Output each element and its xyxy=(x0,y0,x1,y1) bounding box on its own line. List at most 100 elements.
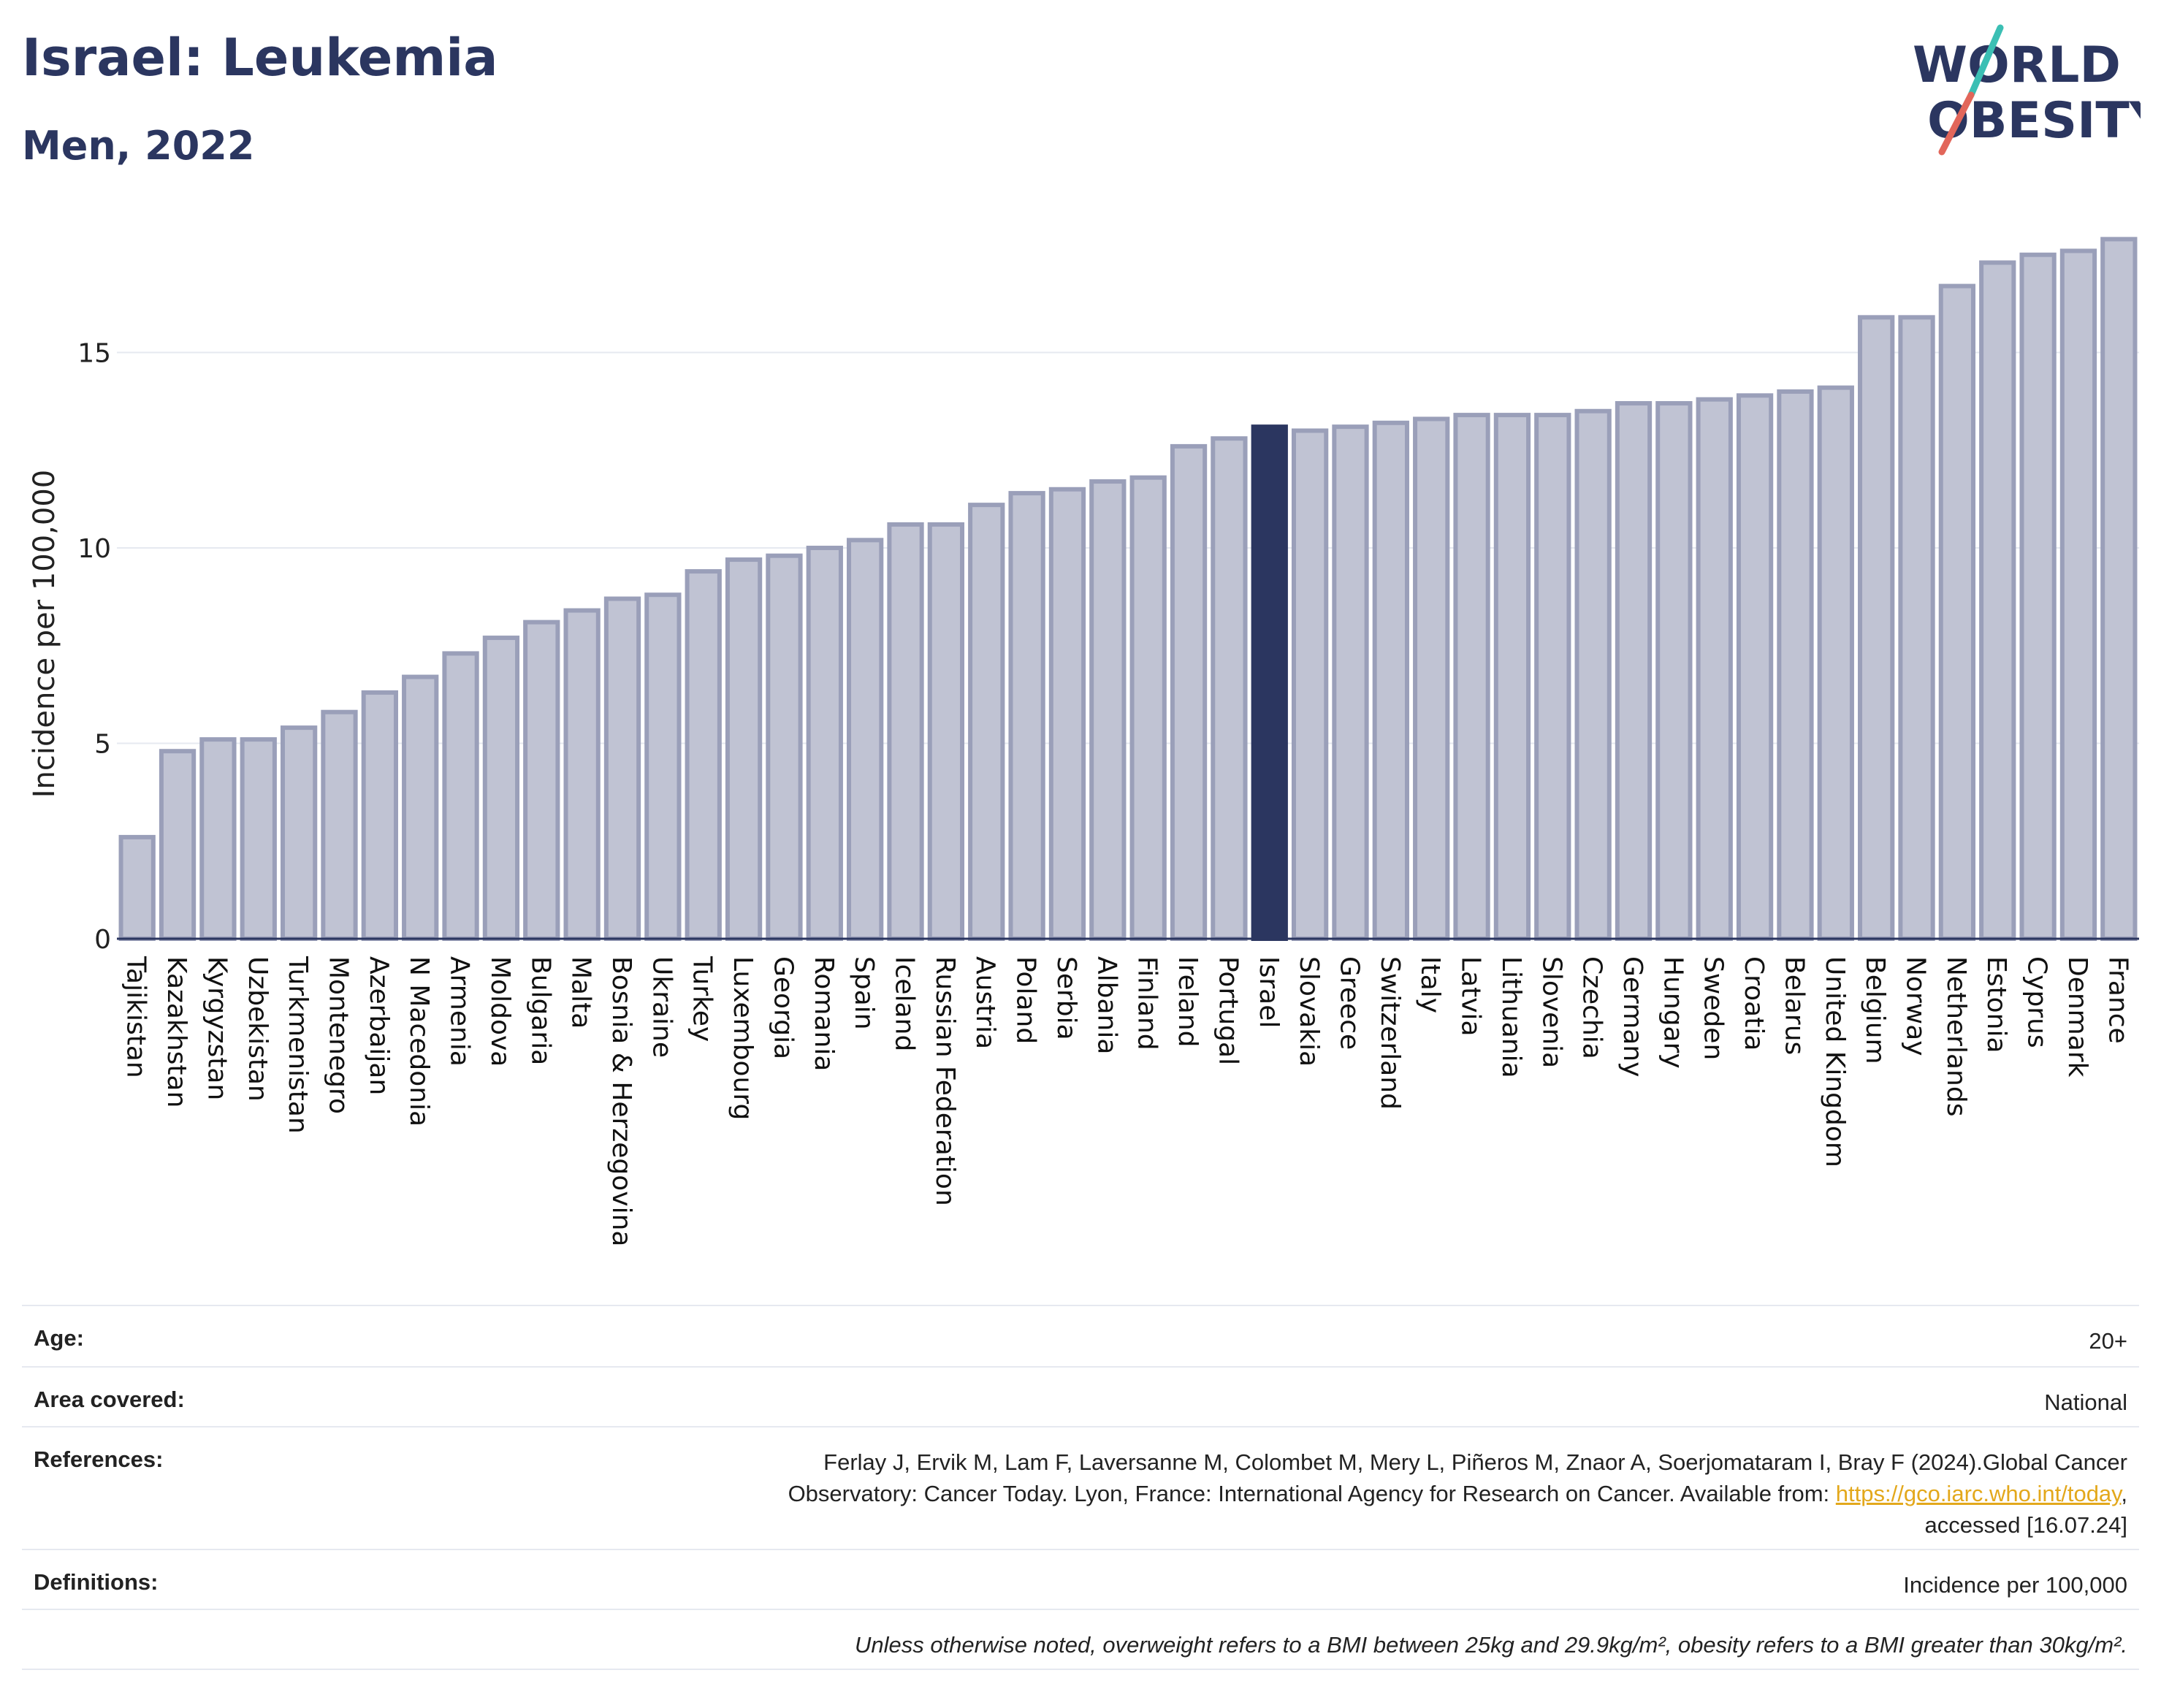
x-tick-label: Estonia xyxy=(1981,956,2011,1053)
bar-united-kingdom xyxy=(1817,385,1854,941)
x-tick-label: Montenegro xyxy=(323,956,353,1114)
bar-tajikistan xyxy=(118,834,156,942)
y-tick-label: 5 xyxy=(94,730,111,760)
definitions-value: Incidence per 100,000 xyxy=(1903,1572,2127,1598)
x-tick-label: Tajikistan xyxy=(121,956,151,1078)
bar-slovakia xyxy=(1291,428,1329,941)
bar-estonia xyxy=(1979,260,2016,941)
x-tick-label: Slovenia xyxy=(1536,956,1566,1068)
x-tick-label: Latvia xyxy=(1456,956,1486,1037)
bar-bulgaria xyxy=(523,619,560,942)
x-tick-label: Czechia xyxy=(1577,956,1607,1059)
bar-italy xyxy=(1413,416,1450,941)
bar-kyrgyzstan xyxy=(199,737,237,942)
bar-denmark xyxy=(2059,248,2097,941)
x-tick-label: Ireland xyxy=(1173,956,1203,1048)
y-tick-label: 0 xyxy=(94,925,111,955)
x-tick-label: Norway xyxy=(1901,956,1931,1056)
bar-georgia xyxy=(766,553,803,941)
x-tick-label: Israel xyxy=(1254,956,1284,1028)
x-tick-label: N Macedonia xyxy=(404,956,434,1126)
age-label: Age: xyxy=(34,1325,84,1351)
x-tick-label: Italy xyxy=(1415,956,1445,1013)
x-tick-label: Finland xyxy=(1132,956,1162,1051)
metadata-table: Age: 20+ Area covered: National Referenc… xyxy=(22,1305,2139,1670)
x-tick-label: Belarus xyxy=(1779,956,1809,1055)
meta-row-age: Age: 20+ xyxy=(22,1305,2139,1366)
bar-kazakhstan xyxy=(159,749,197,941)
bar-chart: 0 5 10 15 Incidence per 100,000 Tajikistan Kaz… xyxy=(28,237,2139,1246)
bar-poland xyxy=(1008,491,1045,941)
y-tick-label: 10 xyxy=(77,534,111,564)
bar-france xyxy=(2100,237,2138,942)
bar-norway xyxy=(1898,315,1935,942)
bar-greece xyxy=(1332,424,1369,941)
bar-netherlands xyxy=(1938,283,1976,941)
bar-sweden xyxy=(1696,397,1733,941)
bar-spain xyxy=(847,538,884,941)
x-tick-label: Spain xyxy=(849,956,879,1030)
x-tick-label: Cyprus xyxy=(2022,956,2052,1048)
bar-switzerland xyxy=(1372,420,1409,941)
bar-austria xyxy=(968,503,1005,941)
x-tick-label: Germany xyxy=(1617,956,1647,1077)
bmi-note: Unless otherwise noted, overweight refer… xyxy=(854,1632,2127,1658)
x-tick-label: Moldova xyxy=(485,956,515,1067)
x-tick-label: Netherlands xyxy=(1941,956,1971,1116)
references-label: References: xyxy=(34,1446,164,1472)
x-tick-label: Bosnia & Herzegovina xyxy=(606,956,636,1246)
bar-turkmenistan xyxy=(280,725,318,941)
bar-romania xyxy=(806,546,843,941)
meta-row-note: Unless otherwise noted, overweight refer… xyxy=(22,1609,2139,1670)
bar-turkey xyxy=(685,569,722,941)
logo-line1: WORLD xyxy=(1913,37,2121,94)
references-link[interactable]: https://gco.iarc.who.int/today xyxy=(1835,1481,2122,1506)
area-label: Area covered: xyxy=(34,1387,185,1412)
definitions-label: Definitions: xyxy=(34,1569,159,1595)
bar-croatia xyxy=(1736,393,1774,941)
age-value: 20+ xyxy=(2089,1328,2127,1354)
x-tick-label: Turkey xyxy=(687,956,717,1042)
bar-azerbaijan xyxy=(361,690,398,941)
bar-iceland xyxy=(887,522,924,941)
bar-n-macedonia xyxy=(402,674,439,941)
references-line3: accessed [16.07.24] xyxy=(1924,1512,2127,1538)
x-tick-label: Bulgaria xyxy=(525,956,555,1065)
bar-czechia xyxy=(1574,408,1612,941)
logo-slash-teal xyxy=(1967,24,2004,99)
logo-slash-red xyxy=(1938,91,1975,156)
x-tick-label: Luxembourg xyxy=(728,956,758,1120)
x-tick-label: Turkmenistan xyxy=(283,956,313,1134)
references-line1: Ferlay J, Ervik M, Lam F, Laversanne M, … xyxy=(823,1449,2127,1475)
x-tick-label: Poland xyxy=(1011,956,1041,1044)
bar-finland xyxy=(1129,475,1167,941)
bar-germany xyxy=(1615,401,1653,941)
x-tick-label: Lithuania xyxy=(1496,956,1526,1078)
bar-slovenia xyxy=(1534,413,1571,941)
bar-moldova xyxy=(482,636,520,941)
meta-row-references: References: Ferlay J, Ervik M, Lam F, La… xyxy=(22,1426,2139,1549)
references-value: Ferlay J, Ervik M, Lam F, Laversanne M, … xyxy=(788,1446,2127,1541)
bar-hungary xyxy=(1655,401,1693,941)
x-tick-label: Austria xyxy=(970,956,1000,1049)
x-tick-label: Uzbekistan xyxy=(243,956,272,1102)
bar-belarus xyxy=(1777,389,1814,941)
bar-lithuania xyxy=(1493,413,1531,941)
bar-bosnia-herzegovina xyxy=(603,596,641,941)
x-tick-label: Kyrgyzstan xyxy=(202,956,232,1100)
x-tick-label: Slovakia xyxy=(1294,956,1324,1067)
x-tick-label: Ukraine xyxy=(647,956,676,1058)
x-tick-label: Romania xyxy=(809,956,839,1071)
references-line2: Observatory: Cancer Today. Lyon, France:… xyxy=(788,1481,1836,1506)
y-axis-label: Incidence per 100,000 xyxy=(28,470,61,798)
bar-cyprus xyxy=(2019,252,2057,941)
bar-belgium xyxy=(1858,315,1895,942)
x-tick-label: Belgium xyxy=(1860,956,1890,1064)
x-tick-label: Sweden xyxy=(1699,956,1729,1060)
x-tick-label: Switzerland xyxy=(1375,956,1405,1110)
bar-montenegro xyxy=(321,709,358,941)
bar-russian-federation xyxy=(927,522,965,941)
area-value: National xyxy=(2044,1389,2127,1415)
x-tick-label: United Kingdom xyxy=(1820,956,1850,1167)
bar-portugal xyxy=(1211,436,1248,941)
